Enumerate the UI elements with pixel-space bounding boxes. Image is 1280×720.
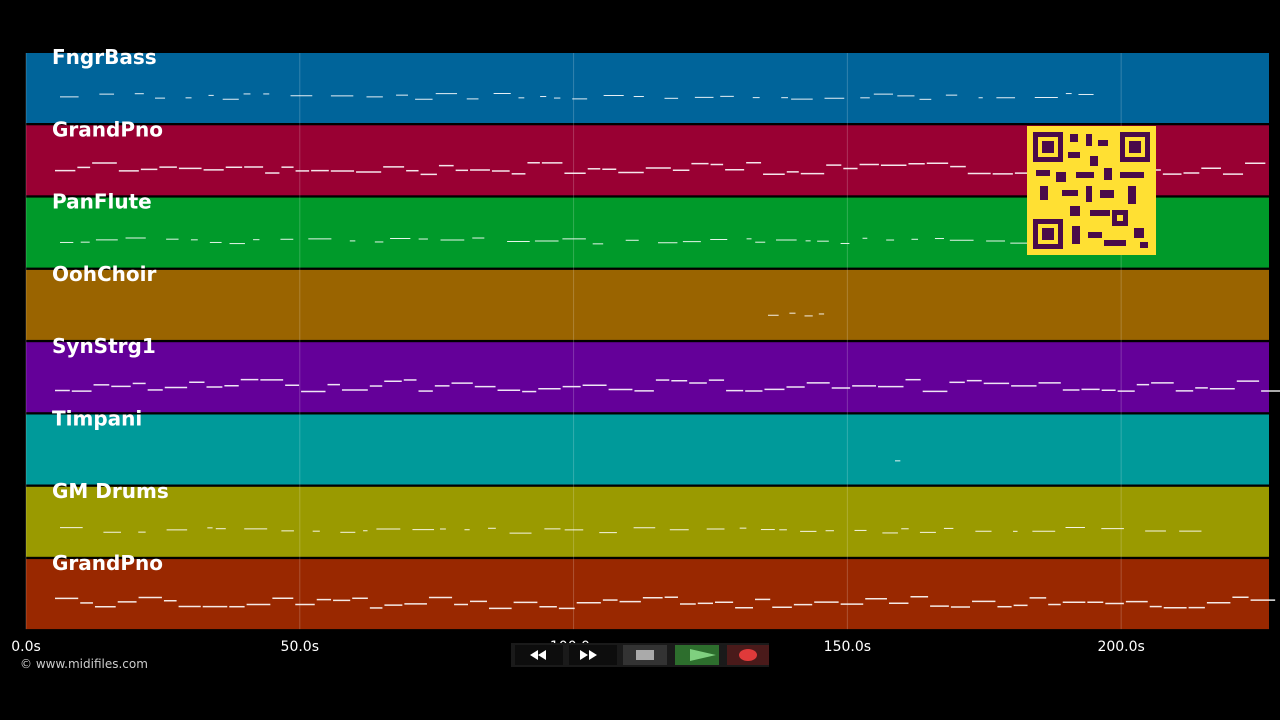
track-lane xyxy=(26,269,1269,340)
track-lane xyxy=(26,414,1269,485)
qr-code xyxy=(1027,126,1156,255)
grid xyxy=(25,53,1122,630)
track-name: SynStrg1 xyxy=(52,334,156,358)
track-name: GrandPno xyxy=(52,117,163,141)
rewind-button[interactable] xyxy=(515,645,563,665)
forward-button[interactable] xyxy=(569,645,617,665)
tick-label: 0.0s xyxy=(11,639,41,655)
track-name: GrandPno xyxy=(52,551,163,575)
tick-label: 150.0s xyxy=(824,639,871,655)
record-button[interactable] xyxy=(727,645,769,665)
transport-controls xyxy=(511,643,769,667)
track-lane xyxy=(26,342,1269,413)
track-name: OohChoir xyxy=(52,262,156,286)
play-button[interactable] xyxy=(675,645,719,665)
track-lane xyxy=(26,486,1269,557)
track-name: Timpani xyxy=(52,407,142,431)
track-lane xyxy=(26,53,1269,123)
tick-label: 50.0s xyxy=(281,639,319,655)
track-lane xyxy=(26,559,1269,630)
stop-button[interactable] xyxy=(623,645,667,665)
track-name: GM Drums xyxy=(52,479,169,503)
credit: © www.midifiles.com xyxy=(20,657,148,671)
track-name: FngrBass xyxy=(52,45,157,69)
tick-label: 200.0s xyxy=(1097,639,1144,655)
track-name: PanFlute xyxy=(52,190,152,214)
